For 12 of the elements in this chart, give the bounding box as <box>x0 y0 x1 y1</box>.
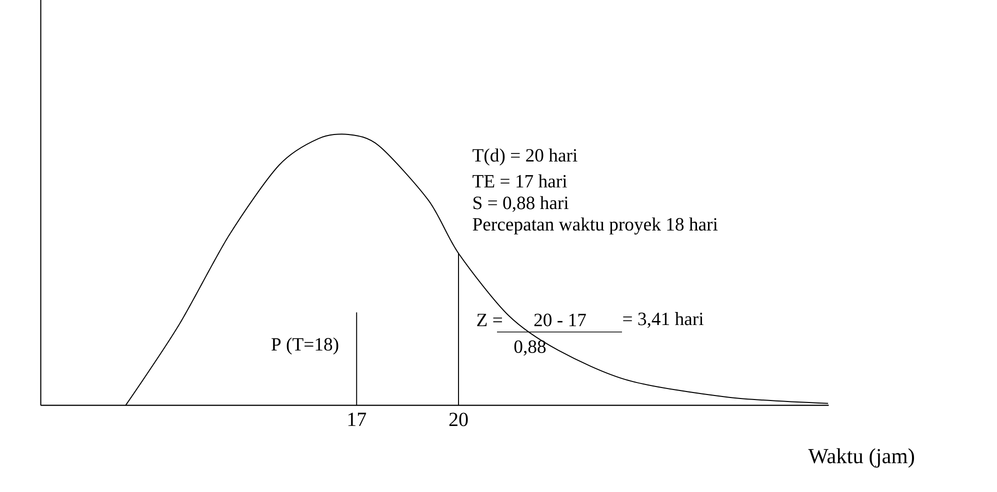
annotation: Percepatan waktu proyek 18 hari <box>472 217 718 234</box>
annotation: TE = 17 hari <box>472 174 567 188</box>
x-tick-label: 20 <box>449 412 468 426</box>
annotation: = 3,41 hari <box>623 312 704 328</box>
annotation: 20 - 17 <box>534 314 586 326</box>
annotation: 0,88 <box>514 340 546 356</box>
x-tick-label: 17 <box>348 412 366 426</box>
x-axis-title: Waktu (jam) <box>808 448 914 468</box>
annotation: T(d) = 20 hari <box>472 148 578 166</box>
annotation: Z = <box>477 314 502 326</box>
annotation: P (T=18) <box>272 338 338 354</box>
annotation: S = 0,88 hari <box>474 196 569 212</box>
